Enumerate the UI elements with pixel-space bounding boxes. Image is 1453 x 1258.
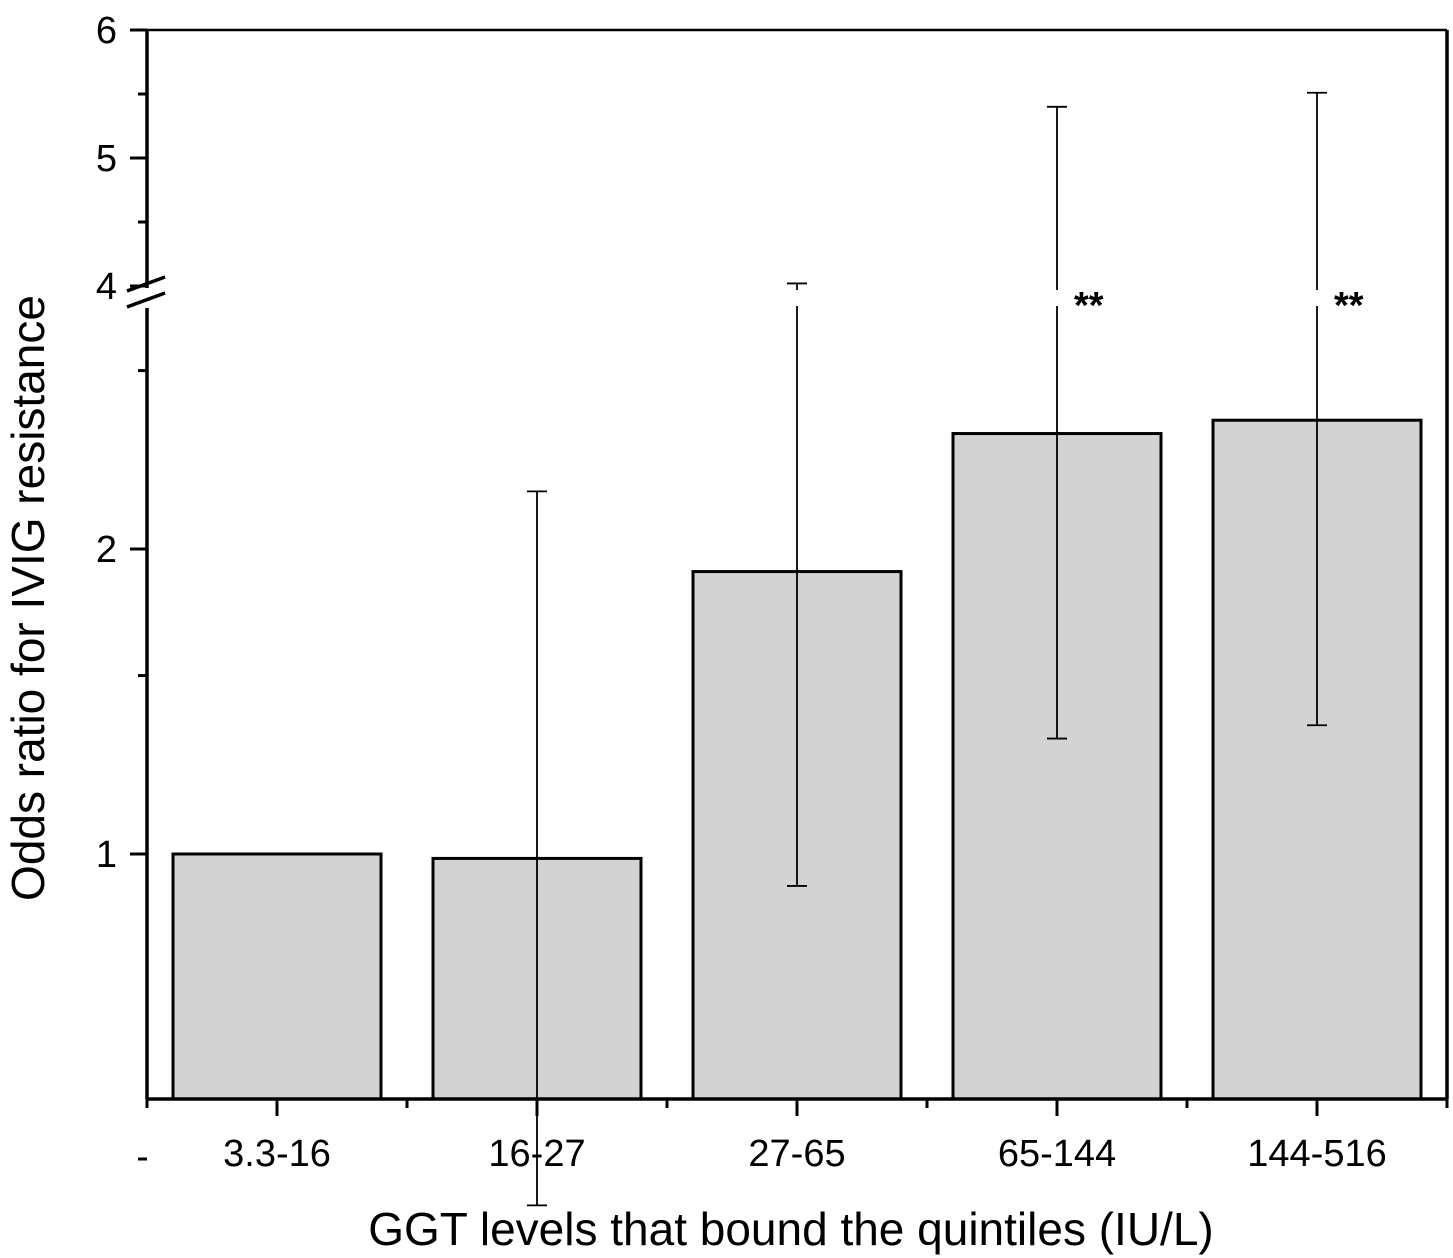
y-tick-label-6: 6 xyxy=(96,10,117,52)
y-tick-label-4: 4 xyxy=(96,266,117,308)
x-axis-title: GGT levels that bound the quintiles (IU/… xyxy=(368,1203,1213,1255)
error-bar-27-65 xyxy=(787,282,807,887)
y-axis-title: Odds ratio for IVIG resistance xyxy=(2,295,54,901)
y-tick-label-5: 5 xyxy=(96,138,117,180)
significance-marker-65-144: ** xyxy=(1074,285,1104,327)
error-bar-65-144 xyxy=(1047,105,1067,740)
x-tick-label-3.3-16: 3.3-16 xyxy=(223,1133,331,1175)
labels-layer: 3.3-16 16-27 27-65 ** 65-144 ** 144-516 1 2 4 5 6 GG… xyxy=(2,10,1387,1255)
axis-break-mark xyxy=(126,275,166,293)
significance-marker-144-516: ** xyxy=(1334,285,1364,327)
y-tick-label-2: 2 xyxy=(96,529,117,571)
x-tick-label-27-65: 27-65 xyxy=(748,1133,845,1175)
x-tick-label-16-27: 16-27 xyxy=(488,1133,585,1175)
x-tick-label-65-144: 65-144 xyxy=(998,1133,1116,1175)
axis-break-mark xyxy=(126,291,166,309)
x-tick-label-144-516: 144-516 xyxy=(1247,1133,1386,1175)
error-bar-16-27 xyxy=(527,490,547,1207)
axes-layer xyxy=(126,28,1449,1161)
error-bar-144-516 xyxy=(1307,91,1327,727)
y-tick-label-1: 1 xyxy=(96,834,117,876)
error-bars-layer xyxy=(527,91,1327,1207)
bar-3.3-16 xyxy=(171,852,383,1101)
